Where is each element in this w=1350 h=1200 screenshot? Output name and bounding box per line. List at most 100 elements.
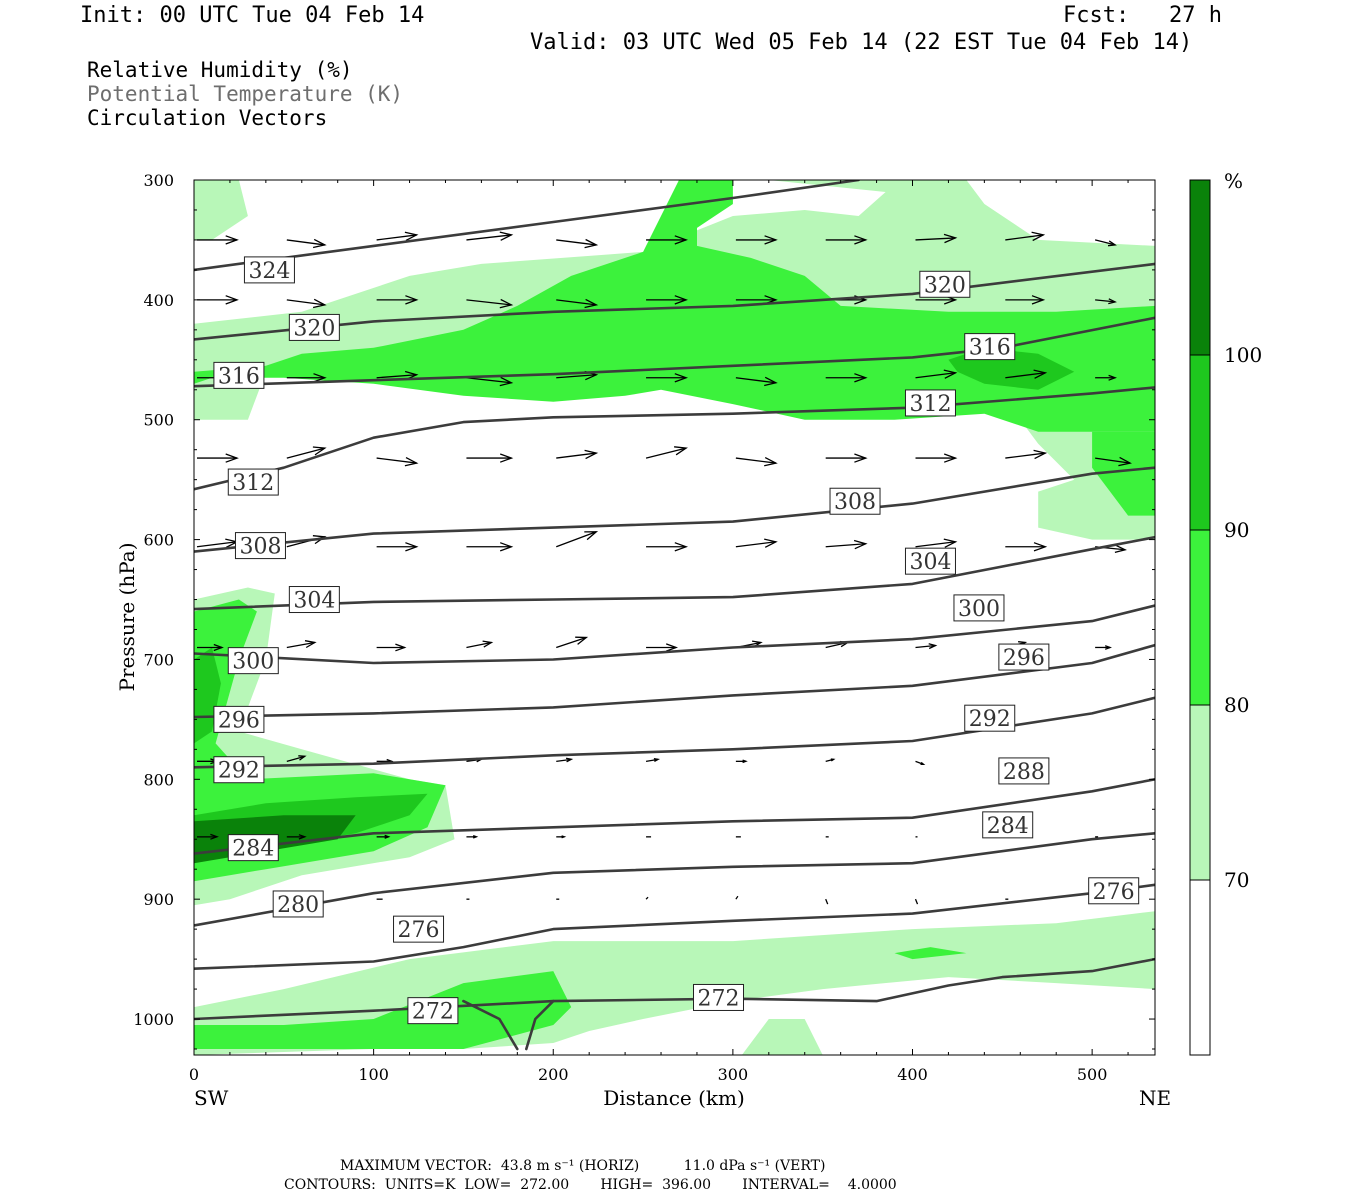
theta-label: 276: [1088, 877, 1140, 905]
theta-label: 276: [393, 915, 445, 943]
y-tick-label: 900: [143, 890, 174, 909]
circulation-vector: [556, 238, 599, 249]
theta-label: 324: [243, 256, 295, 284]
colorbar-segment: [1190, 180, 1210, 355]
humidity-region-70-5: [741, 1019, 823, 1055]
theta-label: 304: [904, 547, 956, 575]
circulation-vector: [376, 457, 419, 467]
svg-text:312: 312: [232, 471, 274, 496]
circulation-vector: [915, 760, 926, 765]
circulation-vector: [645, 446, 688, 459]
circulation-vector: [286, 238, 327, 249]
theta-label: 300: [953, 594, 1005, 622]
theta-label: 304: [288, 586, 340, 614]
legend-relative-humidity: Relative Humidity (%): [87, 58, 353, 82]
circulation-vector: [1005, 542, 1048, 552]
svg-text:276: 276: [398, 918, 440, 943]
humidity-region-80-6: [194, 180, 1155, 432]
y-tick-label: 700: [143, 650, 174, 669]
circulation-vector: [646, 643, 679, 652]
plot-frame: [193, 179, 1156, 1056]
circulation-vector: [1005, 369, 1048, 379]
x-axis-title: Distance (km): [603, 1086, 745, 1110]
colorbar-level-label: 100: [1224, 343, 1262, 367]
svg-text:280: 280: [277, 893, 319, 918]
theta-contour: [194, 604, 1155, 665]
theta-label: 280: [272, 890, 324, 918]
theta-label: 316: [213, 361, 265, 389]
y-tick-label: 500: [143, 411, 174, 430]
svg-text:296: 296: [1003, 646, 1045, 671]
circulation-vector: [645, 896, 649, 900]
theta-contour: [194, 883, 1155, 971]
circulation-vector: [646, 373, 689, 383]
circulation-vector: [466, 376, 514, 387]
circulation-vector: [1095, 645, 1112, 650]
circulation-vector: [376, 295, 419, 305]
theta-label: 284: [227, 834, 279, 862]
colorbar: 100 90 80 70%: [1189, 169, 1262, 1056]
colorbar-segment: [1190, 880, 1210, 1055]
theta-label: 316: [964, 333, 1016, 361]
circulation-vector: [915, 369, 958, 379]
theta-contour: [194, 696, 1155, 769]
x-tick-label: 100: [358, 1065, 389, 1084]
legend-circulation-vectors: Circulation Vectors: [87, 106, 328, 130]
theta-label: 300: [227, 647, 279, 675]
x-tick-label: 0: [189, 1065, 199, 1084]
max-vector-note: MAXIMUM VECTOR: 43.8 m s⁻¹ (HORIZ) 11.0 …: [340, 1158, 826, 1174]
circulation-vector: [556, 531, 599, 548]
svg-text:292: 292: [218, 759, 260, 784]
theta-contour: [462, 999, 519, 1051]
colorbar-unit: %: [1224, 169, 1243, 193]
svg-text:304: 304: [293, 589, 335, 614]
legend-potential-temperature: Potential Temperature (K): [87, 82, 404, 106]
circulation-vector: [915, 538, 958, 548]
theta-label: 312: [904, 389, 956, 417]
svg-text:320: 320: [293, 316, 335, 341]
svg-text:296: 296: [218, 708, 260, 733]
circulation-vector: [915, 233, 958, 244]
theta-contour: [194, 386, 1155, 491]
circulation-vector: [825, 758, 836, 762]
circulation-vector: [556, 449, 599, 460]
circulation-vector: [825, 453, 868, 463]
svg-text:304: 304: [909, 550, 951, 575]
circulation-vector: [735, 376, 778, 387]
circulation-vector: [915, 643, 938, 650]
circulation-vector: [376, 231, 419, 241]
colorbar-segment: [1190, 355, 1210, 530]
circulation-vector: [197, 833, 219, 840]
circulation-vector: [1005, 449, 1048, 460]
circulation-vector: [1095, 374, 1117, 381]
y-tick-label: 400: [143, 291, 174, 310]
circulation-vector: [197, 295, 239, 305]
theta-label: 272: [693, 983, 745, 1011]
circulation-vector: [466, 231, 514, 241]
svg-text:284: 284: [987, 814, 1029, 839]
circulation-vector: [1005, 231, 1046, 242]
circulation-vector: [646, 295, 688, 305]
colorbar-level-label: 70: [1224, 868, 1249, 892]
circulation-vector: [286, 298, 327, 309]
theta-contour: [194, 777, 1155, 855]
circulation-vector: [466, 834, 479, 839]
x-tick-label: 400: [897, 1065, 928, 1084]
theta-label: 288: [998, 757, 1050, 785]
humidity-region-70-0: [194, 180, 248, 240]
theta-label: 320: [919, 270, 971, 298]
svg-text:300: 300: [232, 650, 274, 675]
circulation-vector: [197, 235, 239, 245]
circulation-vector: [286, 373, 327, 383]
humidity-region-80-7: [1092, 431, 1155, 516]
theta-contour: [194, 643, 1155, 719]
circulation-vector: [286, 446, 327, 459]
circulation-vector: [825, 539, 868, 550]
humidity-region-80-9: [194, 971, 572, 1049]
y-axis-title: Pressure (hPa): [115, 543, 139, 692]
svg-text:316: 316: [969, 336, 1011, 361]
circulation-vector: [1094, 239, 1117, 247]
theta-label: 308: [234, 532, 286, 560]
circulation-vector: [825, 373, 868, 383]
y-tick-label: 800: [143, 770, 174, 789]
